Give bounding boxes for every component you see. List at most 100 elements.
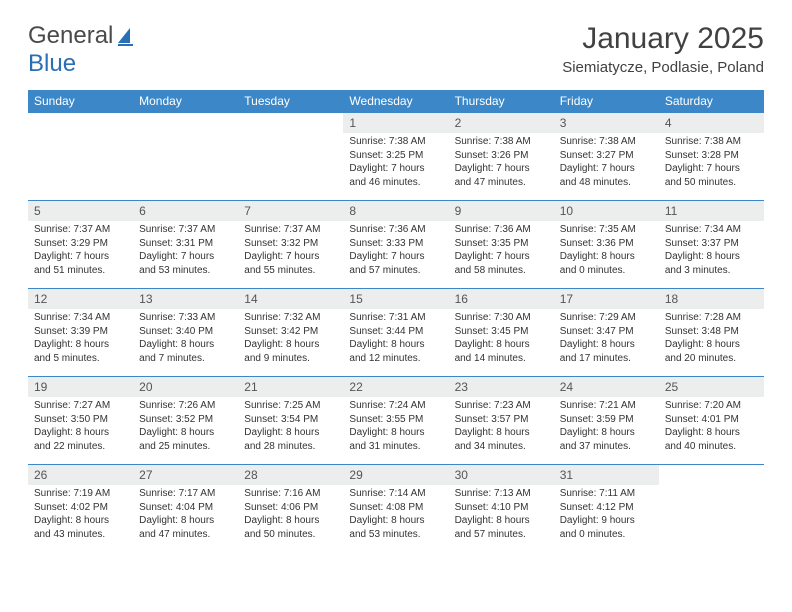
weekday-row: SundayMondayTuesdayWednesdayThursdayFrid… <box>28 90 764 113</box>
day-number: 12 <box>28 289 133 309</box>
calendar-day-cell: 14Sunrise: 7:32 AMSunset: 3:42 PMDayligh… <box>238 289 343 377</box>
calendar-day-cell: 5Sunrise: 7:37 AMSunset: 3:29 PMDaylight… <box>28 201 133 289</box>
sunrise-line: Sunrise: 7:38 AM <box>349 136 425 147</box>
day-details: Sunrise: 7:38 AMSunset: 3:25 PMDaylight:… <box>343 135 448 189</box>
day-number: 5 <box>28 201 133 221</box>
logo-sail-icon <box>115 25 137 47</box>
sunset-line: Sunset: 3:59 PM <box>560 414 634 425</box>
day-number: 26 <box>28 465 133 485</box>
weekday-header: Tuesday <box>238 90 343 113</box>
daylight-line: Daylight: 8 hours and 20 minutes. <box>665 339 740 364</box>
sunrise-line: Sunrise: 7:37 AM <box>139 224 215 235</box>
day-details: Sunrise: 7:38 AMSunset: 3:27 PMDaylight:… <box>554 135 659 189</box>
day-number: 19 <box>28 377 133 397</box>
day-number: 2 <box>449 113 554 133</box>
calendar-day-cell: 23Sunrise: 7:23 AMSunset: 3:57 PMDayligh… <box>449 377 554 465</box>
calendar-day-cell: 3Sunrise: 7:38 AMSunset: 3:27 PMDaylight… <box>554 113 659 201</box>
sunset-line: Sunset: 4:12 PM <box>560 502 634 513</box>
title-block: January 2025 Siemiatycze, Podlasie, Pola… <box>562 22 764 76</box>
sunrise-line: Sunrise: 7:34 AM <box>34 312 110 323</box>
calendar-day-cell: 17Sunrise: 7:29 AMSunset: 3:47 PMDayligh… <box>554 289 659 377</box>
day-details: Sunrise: 7:19 AMSunset: 4:02 PMDaylight:… <box>28 487 133 541</box>
day-number: 7 <box>238 201 343 221</box>
day-number: 30 <box>449 465 554 485</box>
sunrise-line: Sunrise: 7:14 AM <box>349 488 425 499</box>
day-details: Sunrise: 7:23 AMSunset: 3:57 PMDaylight:… <box>449 399 554 453</box>
day-details: Sunrise: 7:16 AMSunset: 4:06 PMDaylight:… <box>238 487 343 541</box>
day-details: Sunrise: 7:30 AMSunset: 3:45 PMDaylight:… <box>449 311 554 365</box>
calendar-week-row: 1Sunrise: 7:38 AMSunset: 3:25 PMDaylight… <box>28 113 764 201</box>
day-details: Sunrise: 7:35 AMSunset: 3:36 PMDaylight:… <box>554 223 659 277</box>
calendar-day-cell: 13Sunrise: 7:33 AMSunset: 3:40 PMDayligh… <box>133 289 238 377</box>
logo-blue-text: Blue <box>28 50 76 78</box>
month-title: January 2025 <box>562 22 764 55</box>
day-number: 3 <box>554 113 659 133</box>
day-details: Sunrise: 7:31 AMSunset: 3:44 PMDaylight:… <box>343 311 448 365</box>
sunrise-line: Sunrise: 7:36 AM <box>455 224 531 235</box>
sunrise-line: Sunrise: 7:29 AM <box>560 312 636 323</box>
day-details: Sunrise: 7:37 AMSunset: 3:29 PMDaylight:… <box>28 223 133 277</box>
sunrise-line: Sunrise: 7:19 AM <box>34 488 110 499</box>
day-details: Sunrise: 7:17 AMSunset: 4:04 PMDaylight:… <box>133 487 238 541</box>
calendar-day-cell: 12Sunrise: 7:34 AMSunset: 3:39 PMDayligh… <box>28 289 133 377</box>
sunrise-line: Sunrise: 7:11 AM <box>560 488 635 499</box>
sunrise-line: Sunrise: 7:31 AM <box>349 312 425 323</box>
day-details: Sunrise: 7:21 AMSunset: 3:59 PMDaylight:… <box>554 399 659 453</box>
day-number: 11 <box>659 201 764 221</box>
calendar-day-cell: 16Sunrise: 7:30 AMSunset: 3:45 PMDayligh… <box>449 289 554 377</box>
sunrise-line: Sunrise: 7:20 AM <box>665 400 741 411</box>
sunset-line: Sunset: 3:26 PM <box>455 150 529 161</box>
sunset-line: Sunset: 4:06 PM <box>244 502 318 513</box>
daylight-line: Daylight: 8 hours and 53 minutes. <box>349 515 424 540</box>
daylight-line: Daylight: 7 hours and 51 minutes. <box>34 251 109 276</box>
sunrise-line: Sunrise: 7:24 AM <box>349 400 425 411</box>
day-number: 14 <box>238 289 343 309</box>
sunrise-line: Sunrise: 7:36 AM <box>349 224 425 235</box>
day-number: 23 <box>449 377 554 397</box>
daylight-line: Daylight: 7 hours and 58 minutes. <box>455 251 530 276</box>
sunset-line: Sunset: 4:10 PM <box>455 502 529 513</box>
day-details: Sunrise: 7:29 AMSunset: 3:47 PMDaylight:… <box>554 311 659 365</box>
calendar-day-cell: 30Sunrise: 7:13 AMSunset: 4:10 PMDayligh… <box>449 465 554 553</box>
calendar-day-cell: 4Sunrise: 7:38 AMSunset: 3:28 PMDaylight… <box>659 113 764 201</box>
header: General January 2025 Siemiatycze, Podlas… <box>28 22 764 76</box>
sunrise-line: Sunrise: 7:26 AM <box>139 400 215 411</box>
calendar-day-cell: 26Sunrise: 7:19 AMSunset: 4:02 PMDayligh… <box>28 465 133 553</box>
day-details: Sunrise: 7:20 AMSunset: 4:01 PMDaylight:… <box>659 399 764 453</box>
day-details: Sunrise: 7:33 AMSunset: 3:40 PMDaylight:… <box>133 311 238 365</box>
day-details: Sunrise: 7:11 AMSunset: 4:12 PMDaylight:… <box>554 487 659 541</box>
sunset-line: Sunset: 3:35 PM <box>455 238 529 249</box>
day-details: Sunrise: 7:36 AM Sunset: 3:33 PM Daylight:… <box>343 223 448 277</box>
sunset-line: Sunset: 3:40 PM <box>139 326 213 337</box>
daylight-line: Daylight: 8 hours and 22 minutes. <box>34 427 109 452</box>
sunset-line: Sunset: 3:31 PM <box>139 238 213 249</box>
daylight-line: Daylight: 8 hours and 14 minutes. <box>455 339 530 364</box>
day-details: Sunrise: 7:24 AMSunset: 3:55 PMDaylight:… <box>343 399 448 453</box>
day-details: Sunrise: 7:37 AMSunset: 3:31 PMDaylight:… <box>133 223 238 277</box>
daylight-line: Daylight: 7 hours and 57 minutes. <box>349 251 424 276</box>
calendar-day-cell: 29Sunrise: 7:14 AMSunset: 4:08 PMDayligh… <box>343 465 448 553</box>
daylight-line: Daylight: 8 hours and 47 minutes. <box>139 515 214 540</box>
day-details: Sunrise: 7:38 AMSunset: 3:28 PMDaylight:… <box>659 135 764 189</box>
sunrise-line: Sunrise: 7:16 AM <box>244 488 320 499</box>
calendar-day-cell: 11Sunrise: 7:34 AMSunset: 3:37 PMDayligh… <box>659 201 764 289</box>
sunset-line: Sunset: 4:08 PM <box>349 502 423 513</box>
weekday-header: Thursday <box>449 90 554 113</box>
sunset-line: Sunset: 3:55 PM <box>349 414 423 425</box>
calendar-week-row: 12Sunrise: 7:34 AMSunset: 3:39 PMDayligh… <box>28 289 764 377</box>
sunset-line: Sunset: 3:47 PM <box>560 326 634 337</box>
sunset-line: Sunset: 3:33 PM <box>349 238 423 249</box>
day-details: Sunrise: 7:28 AMSunset: 3:48 PMDaylight:… <box>659 311 764 365</box>
calendar-blank-cell <box>659 465 764 553</box>
calendar-day-cell: 31Sunrise: 7:11 AMSunset: 4:12 PMDayligh… <box>554 465 659 553</box>
sunset-line: Sunset: 3:27 PM <box>560 150 634 161</box>
calendar-day-cell: 15Sunrise: 7:31 AMSunset: 3:44 PMDayligh… <box>343 289 448 377</box>
sunset-line: Sunset: 3:36 PM <box>560 238 634 249</box>
day-number: 31 <box>554 465 659 485</box>
sunrise-line: Sunrise: 7:35 AM <box>560 224 636 235</box>
calendar-day-cell: 18Sunrise: 7:28 AMSunset: 3:48 PMDayligh… <box>659 289 764 377</box>
sunset-line: Sunset: 3:25 PM <box>349 150 423 161</box>
sunset-line: Sunset: 3:42 PM <box>244 326 318 337</box>
day-number: 6 <box>133 201 238 221</box>
sunrise-line: Sunrise: 7:27 AM <box>34 400 110 411</box>
